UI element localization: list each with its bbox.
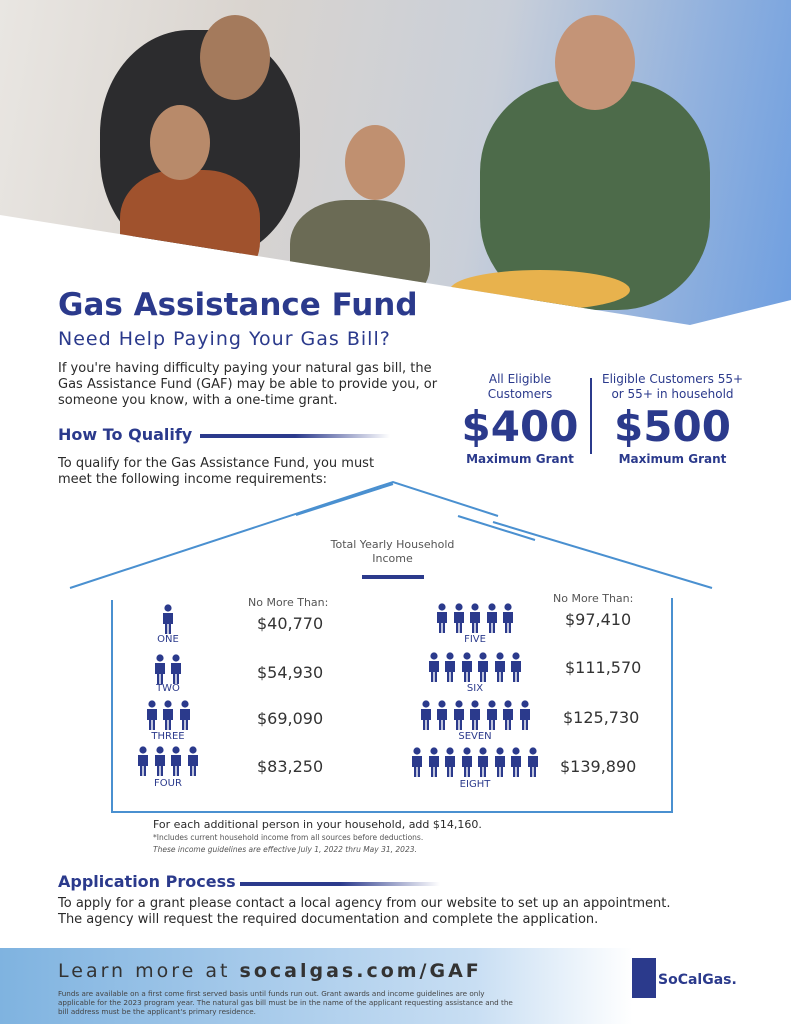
person-icon: [444, 652, 456, 682]
person-icon: [469, 603, 481, 633]
person-icon: [420, 700, 432, 730]
how-to-qualify-heading: How To Qualify: [58, 425, 193, 444]
household-size-label: THREE: [151, 731, 185, 742]
grant-note: Maximum Grant: [618, 452, 727, 466]
no-more-than-left: No More Than:: [248, 596, 329, 609]
person-icon: [494, 747, 506, 777]
person-icon: [179, 700, 191, 730]
income-limit: $97,410: [565, 610, 632, 629]
heading-rule: [200, 434, 390, 438]
person-icon: [154, 654, 166, 684]
person-icon: [411, 747, 423, 777]
person-icon: [444, 747, 456, 777]
intro-text: If you're having difficulty paying your …: [58, 361, 438, 408]
person-icon: [154, 746, 166, 776]
title-rule: [362, 575, 424, 579]
grant-label: All Eligible Customers: [487, 372, 553, 401]
income-limit: $40,770: [257, 614, 324, 633]
page-title: Gas Assistance Fund: [58, 287, 418, 323]
no-more-than-right: No More Than:: [553, 592, 634, 605]
household-size-label: TWO: [156, 683, 180, 694]
person-icon: [510, 652, 522, 682]
grant-label: Eligible Customers 55+ or 55+ in househo…: [601, 372, 744, 401]
person-icon: [170, 654, 182, 684]
person-icon: [486, 700, 498, 730]
person-icon: [428, 652, 440, 682]
qualify-text: To qualify for the Gas Assistance Fund, …: [58, 456, 375, 487]
effective-dates: These income guidelines are effective Ju…: [153, 845, 417, 854]
person-icon: [469, 700, 481, 730]
income-limit: $111,570: [565, 658, 642, 677]
person-icon: [510, 747, 522, 777]
website-link[interactable]: socalgas.com/GAF: [239, 960, 482, 982]
income-limit: $69,090: [257, 709, 324, 728]
household-people-icons: [428, 652, 523, 682]
grant-divider: [590, 378, 592, 454]
household-people-icons: [411, 747, 539, 777]
application-heading: Application Process: [58, 872, 236, 891]
household-size-label: SIX: [466, 683, 484, 694]
income-limit: $54,930: [257, 663, 324, 682]
grant-55-plus: Eligible Customers 55+ or 55+ in househo…: [600, 372, 745, 466]
socalgas-flame-logo-icon: [632, 958, 656, 998]
person-icon: [502, 603, 514, 633]
learn-more-label: Learn more at: [58, 960, 240, 982]
person-icon: [187, 746, 199, 776]
income-limit: $83,250: [257, 757, 324, 776]
person-icon: [461, 652, 473, 682]
application-text: To apply for a grant please contact a lo…: [58, 896, 671, 927]
household-size-label: FOUR: [154, 778, 182, 789]
person-icon: [453, 603, 465, 633]
household-size-label: ONE: [157, 634, 179, 645]
household-size-label: EIGHT: [459, 779, 491, 790]
income-table-title: Total Yearly Household Income: [330, 538, 455, 565]
person-icon: [428, 747, 440, 777]
person-icon: [494, 652, 506, 682]
person-icon: [527, 747, 539, 777]
person-icon: [436, 700, 448, 730]
income-limit: $125,730: [563, 708, 640, 727]
household-people-icons: [436, 603, 514, 633]
household-people-icons: [420, 700, 531, 730]
additional-person-note: For each additional person in your house…: [153, 818, 482, 831]
person-icon: [453, 700, 465, 730]
person-icon: [162, 604, 174, 634]
person-icon: [477, 652, 489, 682]
heading-rule: [240, 882, 440, 886]
grant-amount: $400: [461, 402, 579, 451]
household-people-icons: [137, 746, 199, 776]
person-icon: [162, 700, 174, 730]
person-icon: [519, 700, 531, 730]
income-footnote: *Includes current household income from …: [153, 833, 424, 842]
disclaimer: Funds are available on a first come firs…: [58, 989, 513, 1016]
person-icon: [170, 746, 182, 776]
person-icon: [146, 700, 158, 730]
person-icon: [502, 700, 514, 730]
household-size-label: SEVEN: [458, 731, 492, 742]
grant-amount: $500: [614, 402, 731, 451]
person-icon: [137, 746, 149, 776]
household-people-icons: [146, 700, 191, 730]
person-icon: [461, 747, 473, 777]
footer: Learn more at socalgas.com/GAF Funds are…: [0, 948, 791, 1024]
income-limit: $139,890: [560, 757, 637, 776]
household-people-icons: [154, 654, 183, 684]
person-icon: [477, 747, 489, 777]
page-subtitle: Need Help Paying Your Gas Bill?: [58, 328, 391, 350]
grant-all-eligible: All Eligible Customers $400 Maximum Gran…: [455, 372, 585, 466]
person-icon: [436, 603, 448, 633]
socalgas-logo: SoCalGas.: [658, 972, 737, 988]
household-people-icons: [162, 604, 174, 634]
household-size-label: FIVE: [464, 634, 486, 645]
learn-more: Learn more at socalgas.com/GAF: [58, 960, 482, 982]
grant-note: Maximum Grant: [466, 452, 574, 466]
person-icon: [486, 603, 498, 633]
